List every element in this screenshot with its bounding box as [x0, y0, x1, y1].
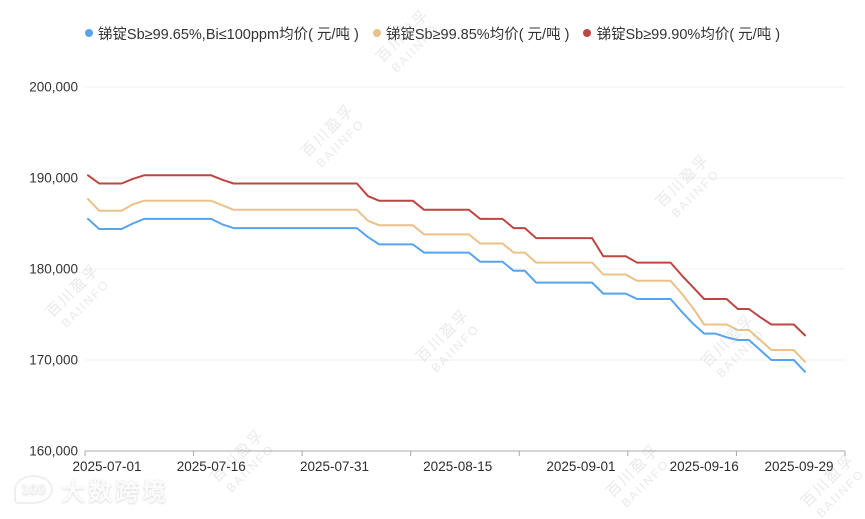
legend-label: 锑锭Sb≥99.65%,Bi≤100ppm均价( 元/吨 ): [97, 26, 359, 43]
legend-item-sb9990[interactable]: 锑锭Sb≥99.90%均价( 元/吨 ): [583, 23, 780, 44]
x-axis-label: 2025-09-01: [546, 459, 615, 474]
footer-logo-text: 大数跨境: [61, 479, 170, 506]
y-axis-label: 160,000: [29, 444, 78, 459]
y-axis-label: 200,000: [29, 80, 78, 95]
x-axis-label: 2025-07-31: [300, 459, 369, 474]
y-axis-label: 190,000: [29, 171, 78, 186]
price-line-series-0[interactable]: [87, 217, 806, 373]
legend-marker-icon: [583, 29, 592, 37]
legend-item-sb9985[interactable]: 锑锭Sb≥99.85%均价( 元/吨 ): [372, 23, 570, 44]
logo-100-icon: 100: [14, 475, 54, 504]
legend-marker-icon: [372, 29, 381, 37]
x-axis-label: 2025-07-01: [72, 459, 141, 474]
chart-legend: 锑锭Sb≥99.65%,Bi≤100ppm均价( 元/吨 ) 锑锭Sb≥99.8…: [0, 22, 865, 44]
price-line-series-2[interactable]: [87, 174, 806, 337]
x-axis-label: 2025-09-16: [670, 459, 739, 474]
y-axis-label: 180,000: [29, 262, 78, 277]
x-axis-label: 2025-08-15: [423, 459, 492, 474]
legend-marker-icon: [84, 29, 93, 37]
legend-label: 锑锭Sb≥99.85%均价( 元/吨 ): [385, 26, 570, 43]
legend-item-sb9965[interactable]: 锑锭Sb≥99.65%,Bi≤100ppm均价( 元/吨 ): [84, 23, 359, 44]
y-axis-label: 170,000: [29, 353, 78, 368]
x-axis-label: 2025-07-16: [177, 459, 246, 474]
dashukuajing-watermark-logo: 100 大数跨境: [14, 472, 169, 507]
legend-label: 锑锭Sb≥99.90%均价( 元/吨 ): [596, 26, 781, 43]
price-line-series-1[interactable]: [87, 197, 806, 363]
x-axis-label: 2025-09-29: [764, 459, 833, 474]
